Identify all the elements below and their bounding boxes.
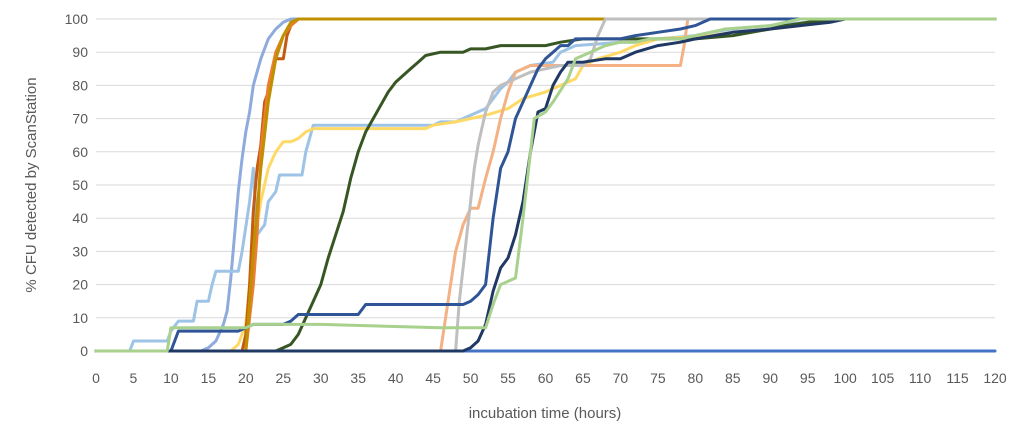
series-line-7 (94, 17, 997, 353)
x-tick-label: 85 (725, 370, 741, 386)
y-tick-label: 60 (72, 144, 88, 160)
x-axis-title: incubation time (hours) (469, 405, 622, 422)
y-tick-label: 70 (72, 111, 88, 127)
y-tick-label: 0 (80, 343, 88, 359)
x-tick-label: 15 (201, 370, 217, 386)
x-tick-label: 50 (463, 370, 479, 386)
x-axis-ticks: 0 5 10 15 20 25 30 35 40 45 50 55 60 65 70 75 80 85 90 95 10… (92, 370, 1007, 386)
x-tick-label: 0 (92, 370, 100, 386)
x-tick-label: 120 (983, 370, 1007, 386)
series-line-13 (94, 17, 997, 353)
series-line-2 (94, 17, 997, 353)
y-axis-ticks: 0 10 20 30 40 50 60 70 80 90 100 (65, 11, 89, 359)
x-tick-label: 100 (833, 370, 857, 386)
y-tick-label: 80 (72, 77, 88, 93)
x-tick-label: 75 (650, 370, 666, 386)
x-tick-label: 60 (538, 370, 554, 386)
series-line-12 (94, 17, 997, 353)
x-tick-label: 105 (871, 370, 895, 386)
x-tick-label: 5 (130, 370, 138, 386)
y-tick-label: 20 (72, 277, 88, 293)
y-tick-label: 100 (65, 11, 89, 27)
x-tick-label: 45 (425, 370, 441, 386)
y-tick-label: 90 (72, 44, 88, 60)
x-tick-label: 80 (688, 370, 704, 386)
x-tick-label: 30 (313, 370, 329, 386)
x-tick-label: 20 (238, 370, 254, 386)
x-tick-label: 110 (909, 370, 932, 386)
x-tick-label: 90 (762, 370, 778, 386)
y-tick-label: 30 (72, 243, 88, 259)
y-axis-title: % CFU detected by ScanStation (23, 77, 40, 292)
series-line-9 (94, 17, 997, 353)
x-tick-label: 25 (276, 370, 292, 386)
x-tick-label: 65 (575, 370, 591, 386)
y-tick-label: 40 (72, 210, 88, 226)
x-tick-label: 55 (500, 370, 516, 386)
x-tick-label: 95 (800, 370, 816, 386)
y-tick-label: 50 (72, 177, 88, 193)
y-tick-label: 10 (72, 310, 88, 326)
x-tick-label: 35 (350, 370, 366, 386)
x-tick-label: 115 (946, 370, 969, 386)
x-tick-label: 40 (388, 370, 404, 386)
x-tick-label: 70 (613, 370, 629, 386)
x-tick-label: 10 (163, 370, 179, 386)
series-lines (94, 17, 997, 353)
